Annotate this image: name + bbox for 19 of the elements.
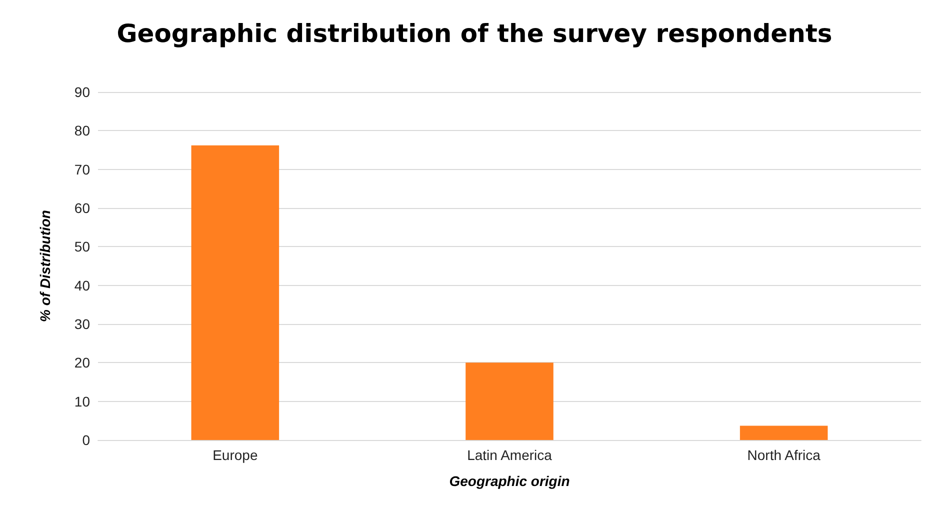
x-tick-label: Latin America — [467, 447, 552, 463]
chart-title: Geographic distribution of the survey respondents — [116, 19, 832, 48]
x-tick-label: Europe — [212, 447, 258, 463]
bar — [466, 362, 554, 440]
y-tick-label: 10 — [74, 393, 90, 410]
y-tick-label: 50 — [74, 238, 90, 255]
bar — [740, 426, 828, 440]
y-tick-label: 70 — [74, 161, 90, 178]
y-tick-label: 80 — [74, 122, 90, 139]
bar — [191, 145, 280, 440]
y-tick-label: 20 — [74, 354, 90, 371]
y-tick-label: 60 — [74, 200, 90, 216]
y-axis-title: % of Distribution — [37, 210, 53, 322]
y-tick-label: 40 — [74, 277, 90, 294]
x-axis-title: Geographic origin — [449, 473, 570, 489]
y-tick-label: 30 — [74, 316, 90, 332]
y-tick-label: 90 — [74, 84, 90, 100]
x-tick-label: North Africa — [747, 447, 821, 463]
y-tick-label: 0 — [82, 432, 90, 448]
